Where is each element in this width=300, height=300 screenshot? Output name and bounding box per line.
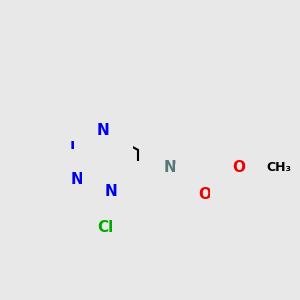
Text: H: H	[165, 149, 175, 162]
Text: N: N	[105, 184, 118, 199]
Text: Cl: Cl	[97, 220, 113, 235]
Text: CH₃: CH₃	[266, 161, 291, 174]
Text: N: N	[70, 172, 83, 187]
Text: O: O	[198, 187, 211, 202]
Text: N: N	[164, 160, 176, 175]
Text: N: N	[97, 123, 110, 138]
Text: N: N	[69, 140, 82, 155]
Text: O: O	[233, 160, 246, 175]
